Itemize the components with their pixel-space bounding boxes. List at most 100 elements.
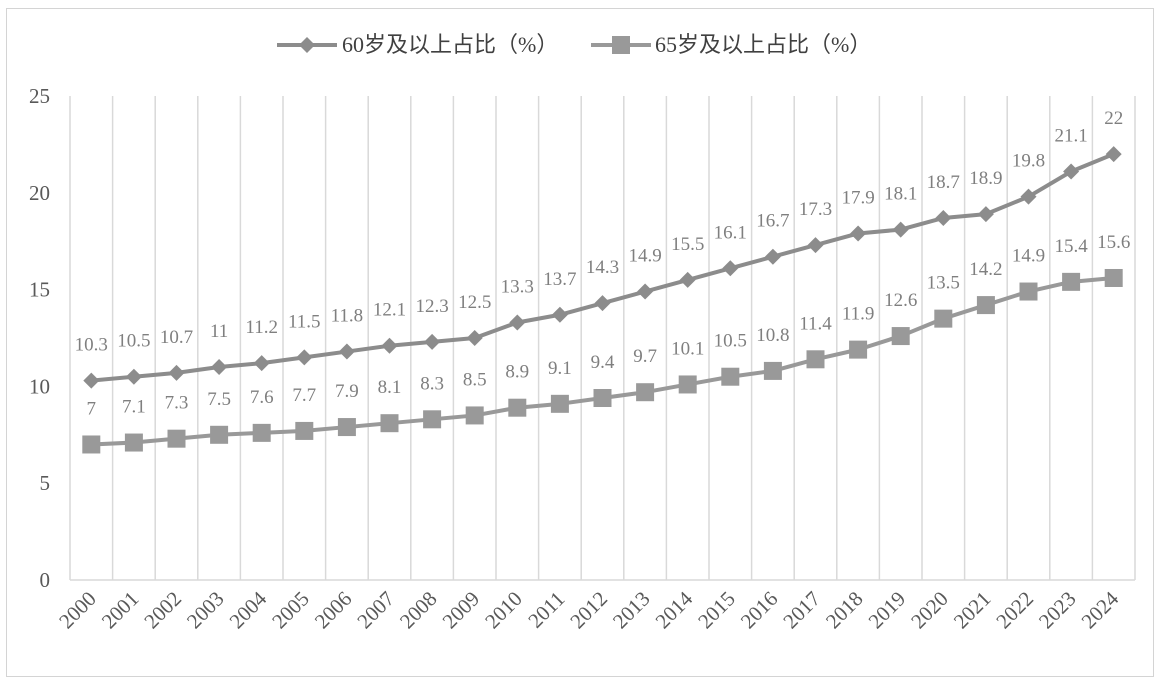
data-point-diamond [168,364,185,381]
data-label: 14.2 [969,259,1002,280]
data-point-diamond [253,355,270,372]
y-axis: 0 5 10 15 20 25 [29,84,50,592]
data-point-diamond [977,206,994,223]
x-tick-label: 2002 [139,587,186,634]
data-point-square [1062,272,1081,291]
data-label: 21.1 [1054,126,1087,147]
x-tick-label: 2006 [310,587,357,634]
x-tick-label: 2000 [54,587,101,634]
data-point-square [210,425,229,444]
data-label: 7.7 [292,385,316,406]
data-label: 13.3 [501,277,534,298]
data-point-square [550,394,569,413]
data-point-square [1104,268,1123,287]
series-1: 7 7.1 7.3 7.5 7.6 7.7 7.9 8.1 8.3 8.5 8.9 9.1 9.4 9.7… [82,232,1130,454]
legend-label-65plus: 65岁及以上占比（%） [655,32,871,57]
data-label: 11.5 [288,311,321,332]
data-label: 7.1 [122,397,146,418]
y-tick-label: 10 [29,374,50,398]
x-tick-label: 2001 [97,587,144,634]
data-point-diamond [381,337,398,354]
data-point-diamond [466,330,483,346]
data-point-square [1019,282,1038,301]
data-label: 10.7 [160,327,193,348]
data-label: 18.1 [884,184,917,205]
data-label: 7.5 [207,389,231,410]
data-point-diamond [935,209,952,226]
data-point-square [806,350,825,369]
data-point-square [380,414,399,433]
data-point-square [976,296,995,315]
data-point-diamond [637,283,654,300]
data-point-square [465,406,484,425]
x-tick-label: 2023 [1034,587,1081,634]
data-label: 12.1 [373,300,406,321]
data-point-square [678,375,697,394]
data-label: 10.5 [714,331,747,352]
series-0: 10.3 10.5 10.7 11 11.2 11.5 11.8 12.1 12.3 12.5 13… [75,108,1123,389]
data-point-diamond [1063,163,1080,180]
grid [69,96,1136,581]
data-point-diamond [679,271,696,288]
x-tick-label: 2011 [523,587,569,633]
data-label: 13.7 [543,269,576,290]
legend-item-65plus: 65岁及以上占比（%） [591,32,871,57]
x-tick-label: 2013 [608,587,655,634]
data-label: 17.3 [799,199,832,220]
data-point-diamond [211,359,228,376]
data-point-diamond [125,368,142,385]
x-tick-label: 2004 [225,586,272,633]
x-tick-label: 2016 [736,587,783,634]
data-point-square [423,410,442,429]
data-label: 15.4 [1054,236,1088,257]
data-label: 19.8 [1012,151,1045,172]
data-point-diamond [1020,188,1037,205]
data-label: 12.3 [415,296,448,317]
x-tick-label: 2008 [395,587,442,634]
data-point-diamond [722,260,739,277]
y-tick-label: 20 [29,181,50,205]
data-point-diamond [509,314,526,331]
data-label: 13.5 [927,273,960,294]
data-label: 10.8 [756,325,789,346]
data-label: 10.1 [671,338,704,359]
data-label: 7.3 [165,393,189,414]
data-point-diamond [892,221,909,238]
data-label: 17.9 [841,187,874,208]
x-tick-label: 2020 [906,587,953,634]
x-tick-label: 2010 [480,587,527,634]
legend-label-60plus: 60岁及以上占比（%） [342,32,558,57]
data-label: 7.9 [335,381,359,402]
x-tick-label: 2024 [1077,586,1124,633]
x-tick-label: 2014 [651,586,698,633]
data-label: 8.3 [420,373,444,394]
series-layer: 10.3 10.5 10.7 11 11.2 11.5 11.8 12.1 12.3 12.5 13… [75,108,1130,454]
x-tick-label: 2003 [182,587,229,634]
legend: 60岁及以上占比（%） 65岁及以上占比（%） [277,32,871,57]
x-tick-label: 2017 [778,587,825,634]
y-tick-label: 0 [40,568,51,592]
x-tick-label: 2005 [267,587,314,634]
x-axis: 2000200120022003200420052006200720082009… [54,586,1123,633]
data-point-diamond [850,225,867,242]
data-label: 10.5 [117,331,150,352]
data-point-diamond [424,333,441,350]
data-label: 8.5 [463,369,487,390]
x-tick-label: 2019 [864,587,911,634]
data-label: 7.6 [250,387,274,408]
data-point-square [252,423,271,442]
data-label: 16.1 [714,222,747,243]
y-tick-label: 15 [29,278,50,302]
data-label: 12.5 [458,292,491,313]
data-point-diamond [807,237,824,254]
data-point-square [337,418,356,437]
data-point-square [763,361,782,380]
x-tick-label: 2007 [352,587,399,634]
y-tick-label: 5 [40,471,51,495]
data-label: 11.2 [245,317,278,338]
x-tick-label: 2012 [565,587,612,634]
data-label: 16.7 [756,211,789,232]
data-label: 15.6 [1097,232,1130,253]
data-point-square [508,398,527,417]
data-label: 22 [1104,108,1123,129]
